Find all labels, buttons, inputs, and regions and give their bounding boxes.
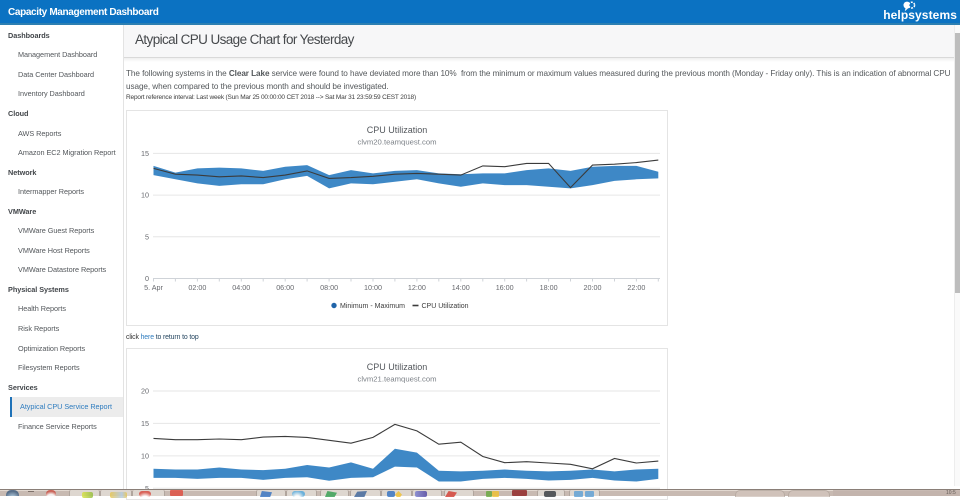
svg-text:5: 5 xyxy=(145,232,149,241)
svg-text:15: 15 xyxy=(141,149,149,158)
svg-text:14:00: 14:00 xyxy=(452,283,470,292)
svg-text:10: 10 xyxy=(141,452,149,461)
svg-text:0: 0 xyxy=(145,274,149,283)
svg-text:clvm21.teamquest.com: clvm21.teamquest.com xyxy=(357,375,436,384)
svg-text:CPU Utilization: CPU Utilization xyxy=(367,362,428,372)
svg-text:12:00: 12:00 xyxy=(408,283,426,292)
svg-text:10: 10 xyxy=(141,191,149,200)
svg-text:Minimum - Maximum: Minimum - Maximum xyxy=(340,303,405,310)
svg-text:20:00: 20:00 xyxy=(584,283,602,292)
svg-text:CPU Utilization: CPU Utilization xyxy=(422,303,469,310)
svg-text:06:00: 06:00 xyxy=(276,283,294,292)
svg-text:10:00: 10:00 xyxy=(364,283,382,292)
svg-text:18:00: 18:00 xyxy=(540,283,558,292)
svg-text:CPU Utilization: CPU Utilization xyxy=(367,125,428,135)
svg-text:16:00: 16:00 xyxy=(496,283,514,292)
svg-text:02:00: 02:00 xyxy=(188,283,206,292)
svg-text:5: 5 xyxy=(145,484,149,493)
svg-text:04:00: 04:00 xyxy=(232,283,250,292)
svg-text:08:00: 08:00 xyxy=(320,283,338,292)
svg-text:20: 20 xyxy=(141,387,149,396)
svg-text:5. Apr: 5. Apr xyxy=(144,283,163,292)
svg-text:15: 15 xyxy=(141,419,149,428)
svg-text:clvm20.teamquest.com: clvm20.teamquest.com xyxy=(357,138,436,147)
svg-text:22:00: 22:00 xyxy=(627,283,645,292)
